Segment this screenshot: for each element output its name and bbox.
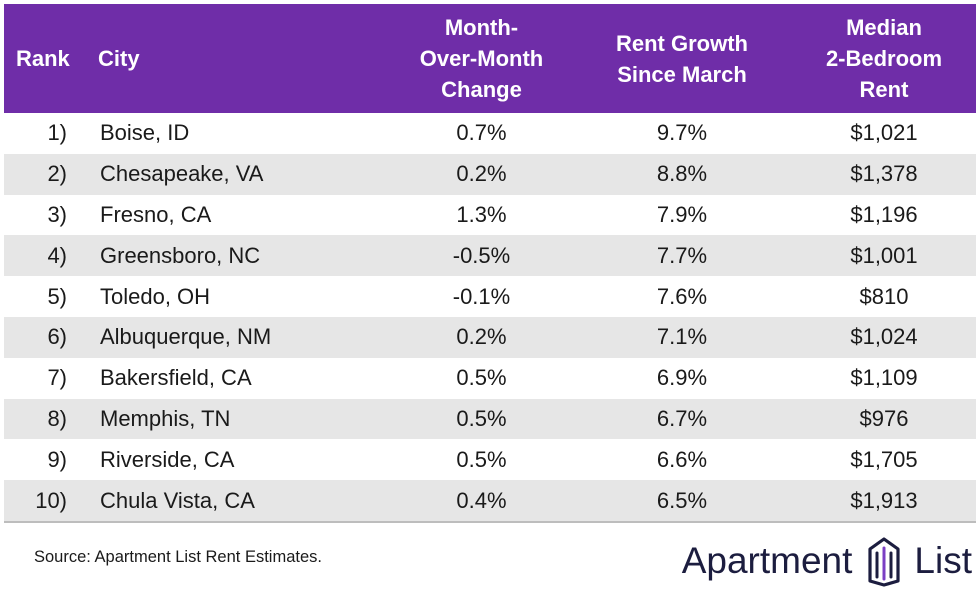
rent-growth-cell: 8.8% (656, 161, 708, 187)
rent-growth-cell: 9.7% (656, 120, 708, 146)
median-rent-cell: $1,913 (850, 487, 918, 513)
rank-cell: 1) (47, 120, 67, 146)
city-cell: Memphis, TN (100, 405, 231, 431)
table-row: 1) Boise, ID 0.7% 9.7% $1,021 (4, 113, 976, 154)
table-row: 5) Toledo, OH -0.1% 7.6% $810 (4, 276, 976, 317)
table-row: 4) Greensboro, NC -0.5% 7.7% $1,001 (4, 235, 976, 277)
month-over-month-cell: 0.7% (456, 120, 507, 146)
median-rent-cell: $1,378 (850, 161, 918, 187)
rent-growth-cell: 7.7% (656, 242, 708, 268)
apartment-list-logo: Apartment List (682, 534, 972, 588)
rent-growth-cell: 6.9% (656, 365, 708, 391)
rank-cell: 6) (47, 324, 67, 350)
header-month-over-month: Month- Over-Month Change (419, 15, 544, 102)
rent-growth-cell: 7.6% (656, 283, 708, 309)
rent-growth-cell: 7.1% (656, 324, 708, 350)
median-rent-cell: $1,196 (850, 201, 918, 227)
median-rent-cell: $1,705 (850, 446, 918, 472)
rent-growth-cell: 6.5% (656, 487, 708, 513)
table-row: 2) Chesapeake, VA 0.2% 8.8% $1,378 (4, 153, 976, 195)
rank-cell: 8) (47, 405, 67, 431)
header-rent-growth: Rent Growth Since March (616, 30, 748, 87)
rank-cell: 2) (47, 161, 67, 187)
header-city: City (98, 46, 140, 71)
median-rent-cell: $1,021 (850, 120, 918, 146)
rent-growth-cell: 6.7% (656, 405, 708, 431)
month-over-month-cell: 0.2% (456, 161, 507, 187)
city-cell: Greensboro, NC (100, 242, 261, 268)
table-row: 9) Riverside, CA 0.5% 6.6% $1,705 (4, 439, 976, 480)
rent-growth-cell: 6.6% (656, 446, 708, 472)
rent-table: Rank City Month- Over-Month Change Rent … (4, 4, 976, 523)
logo-text-apartment: Apartment (681, 540, 853, 581)
table-row: 6) Albuquerque, NM 0.2% 7.1% $1,024 (4, 316, 976, 358)
rank-cell: 3) (47, 201, 67, 227)
table-row: 10) Chula Vista, CA 0.4% 6.5% $1,913 (4, 480, 976, 521)
header-median-rent: Median 2-Bedroom Rent (825, 15, 943, 102)
city-cell: Chula Vista, CA (100, 487, 255, 513)
table-row: 3) Fresno, CA 1.3% 7.9% $1,196 (4, 195, 976, 236)
building-logo-icon (868, 537, 901, 587)
table-header: Rank City Month- Over-Month Change Rent … (4, 4, 976, 113)
table-row: 7) Bakersfield, CA 0.5% 6.9% $1,109 (4, 358, 976, 399)
month-over-month-cell: 0.2% (456, 324, 507, 350)
city-cell: Fresno, CA (100, 201, 212, 227)
city-cell: Bakersfield, CA (100, 365, 252, 391)
median-rent-cell: $810 (859, 283, 909, 309)
table-row: 8) Memphis, TN 0.5% 6.7% $976 (4, 398, 976, 440)
month-over-month-cell: 0.5% (456, 405, 507, 431)
median-rent-cell: $1,109 (850, 365, 918, 391)
rank-cell: 9) (47, 446, 67, 472)
month-over-month-cell: 0.4% (456, 487, 507, 513)
month-over-month-cell: 0.5% (456, 446, 507, 472)
rent-growth-cell: 7.9% (656, 201, 708, 227)
median-rent-cell: $1,001 (850, 242, 918, 268)
rank-cell: 5) (47, 283, 67, 309)
rank-cell: 10) (35, 487, 67, 513)
city-cell: Chesapeake, VA (100, 161, 264, 187)
source-note: Source: Apartment List Rent Estimates. (34, 548, 322, 566)
rank-cell: 7) (47, 365, 67, 391)
month-over-month-cell: 0.5% (456, 365, 507, 391)
city-cell: Riverside, CA (100, 446, 235, 472)
table-bottom-border (4, 520, 976, 523)
month-over-month-cell: -0.1% (452, 283, 511, 309)
month-over-month-cell: -0.5% (452, 242, 511, 268)
city-cell: Toledo, OH (100, 283, 211, 309)
median-rent-cell: $1,024 (850, 324, 918, 350)
city-cell: Albuquerque, NM (100, 324, 272, 350)
table-body: 1) Boise, ID 0.7% 9.7% $1,021 2) Chesapeake, V… (4, 113, 976, 521)
city-cell: Boise, ID (100, 120, 190, 146)
logo-text-list: List (914, 540, 972, 581)
month-over-month-cell: 1.3% (456, 201, 507, 227)
header-rank: Rank (16, 46, 70, 71)
median-rent-cell: $976 (859, 405, 909, 431)
rank-cell: 4) (47, 242, 67, 268)
